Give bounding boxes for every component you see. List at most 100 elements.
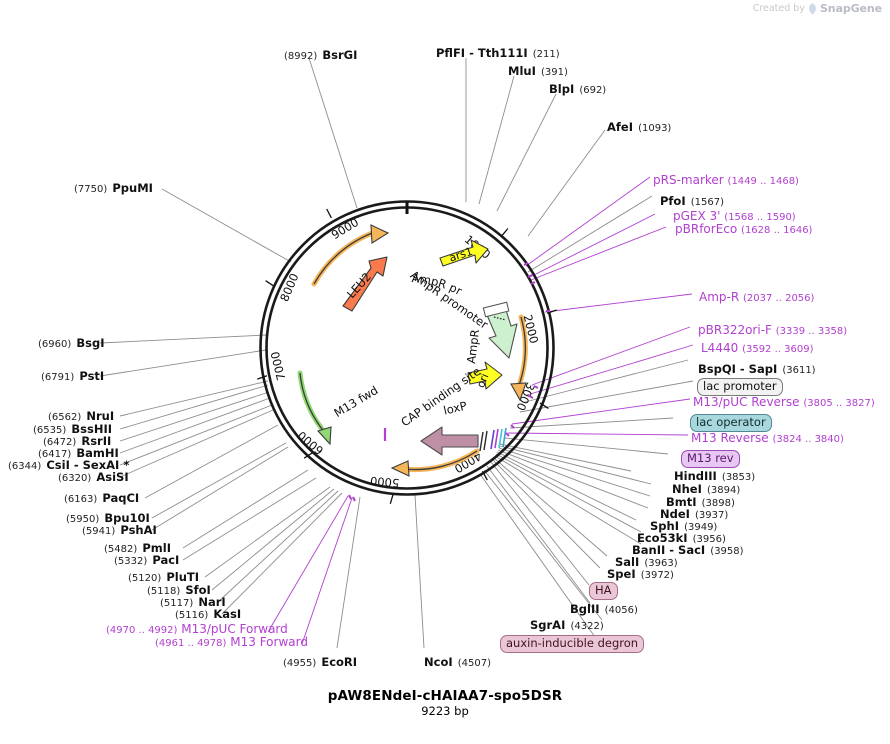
label-bamhi[interactable]: (6417) BamHI xyxy=(38,444,119,460)
label-paci[interactable]: (5332) PacI xyxy=(114,551,179,567)
label-banii-pos: (3958) xyxy=(710,546,744,557)
label-nrui[interactable]: (6562) NruI xyxy=(48,407,114,423)
label-m13-reverse[interactable]: M13 Reverse (3824 .. 3840) xyxy=(691,432,844,445)
label-sali[interactable]: SalI (3963) xyxy=(615,553,678,569)
label-blpi[interactable]: BlpI (692) xyxy=(549,80,606,96)
label-pshai[interactable]: (5941) PshAI xyxy=(82,521,157,537)
label-asisi[interactable]: (6320) AsiSI xyxy=(58,468,129,484)
label-paqci[interactable]: (6163) PaqCI xyxy=(64,489,139,505)
label-csii-pos: (6344) xyxy=(8,461,42,472)
label-ecori[interactable]: (4955) EcoRI xyxy=(283,653,357,669)
label-ndei[interactable]: NdeI (3937) xyxy=(660,505,728,521)
watermark-created-by: Created by xyxy=(752,3,805,14)
feature-loxp-bars xyxy=(479,427,507,452)
label-bspqi-pos: (3611) xyxy=(782,365,816,376)
label-pbr322ori-f[interactable]: pBR322ori-F (3339 .. 3358) xyxy=(698,324,847,337)
label-bsrgi-name: BsrGI xyxy=(322,48,358,62)
feature-leu2: LEU2 xyxy=(342,256,388,312)
label-m13puc-reverse[interactable]: M13/pUC Reverse (3805 .. 3827) xyxy=(693,396,875,409)
label-auxin-inducible-degron[interactable]: auxin-inducible degron xyxy=(500,634,645,653)
label-bsgi[interactable]: (6960) BsgI xyxy=(38,334,104,350)
label-banii-name: BanII - SacI xyxy=(632,543,706,557)
label-csii-sexai[interactable]: (6344) CsiI - SexAI * xyxy=(8,456,129,472)
label-bamhi-pos: (6417) xyxy=(38,449,72,460)
label-nari[interactable]: (5117) NarI xyxy=(160,593,226,609)
label-m13-forward[interactable]: (4961 .. 4978) M13 Forward xyxy=(155,636,308,649)
label-bspqi-sapi[interactable]: BspQI - SapI (3611) xyxy=(698,360,816,376)
label-banii-saci[interactable]: BanII - SacI (3958) xyxy=(632,541,744,557)
label-degron-box: auxin-inducible degron xyxy=(500,635,645,653)
label-ncoi[interactable]: NcoI (4507) xyxy=(424,653,491,669)
label-ncoi-name: NcoI xyxy=(424,655,453,669)
label-lac-promoter[interactable]: lac promoter xyxy=(697,377,783,396)
label-sgrai[interactable]: SgrAI (4322) xyxy=(530,616,604,632)
feature-ampr-promoter-text: AmpR promoter xyxy=(408,268,491,332)
label-pmli[interactable]: (5482) PmlI xyxy=(104,539,171,555)
label-l4440[interactable]: L4440 (3592 .. 3609) xyxy=(701,342,813,355)
label-ppumi[interactable]: (7750) PpuMI xyxy=(74,179,153,195)
label-amp-r[interactable]: Amp-R (2037 .. 2056) xyxy=(699,291,814,304)
label-psti[interactable]: (6791) PstI xyxy=(41,367,104,383)
label-nari-pos: (5117) xyxy=(160,598,194,609)
label-prs-marker-name: pRS-marker xyxy=(653,173,724,187)
label-bsshii-name: BssHII xyxy=(71,422,112,436)
label-mlui-name: MluI xyxy=(508,64,536,78)
leader-lines-right-primers xyxy=(507,176,694,436)
label-spei[interactable]: SpeI (3972) xyxy=(607,565,674,581)
label-pgex3[interactable]: pGEX 3' (1568 .. 1590) xyxy=(673,210,796,223)
label-spei-pos: (3972) xyxy=(640,570,674,581)
label-m13puc-forward[interactable]: (4970 .. 4992) M13/pUC Forward xyxy=(106,623,288,636)
label-lac-promoter-box: lac promoter xyxy=(697,378,783,396)
label-pshai-name: PshAI xyxy=(120,523,157,537)
label-hindiii-name: HindIII xyxy=(674,469,717,483)
label-lac-operator[interactable]: lac operator xyxy=(690,413,772,432)
label-blpi-name: BlpI xyxy=(549,82,575,96)
svg-text:5000: 5000 xyxy=(369,474,399,490)
label-bmti[interactable]: BmtI (3898) xyxy=(666,493,735,509)
feature-arc-orange-bottom xyxy=(390,448,480,477)
label-sphi-name: SphI xyxy=(650,519,679,533)
label-bpu10i-name: Bpu10I xyxy=(104,511,150,525)
label-pluti-name: PluTI xyxy=(166,570,200,584)
label-eco53ki[interactable]: Eco53kI (3956) xyxy=(637,529,726,545)
label-rsrii[interactable]: (6472) RsrII xyxy=(43,432,111,448)
label-m13-rev[interactable]: M13 rev xyxy=(681,449,740,468)
label-pfoi[interactable]: PfoI (1567) xyxy=(660,192,724,208)
label-nhei[interactable]: NheI (3894) xyxy=(672,480,740,496)
label-bpu10i[interactable]: (5950) Bpu10I xyxy=(66,509,150,525)
svg-text:AmpR: AmpR xyxy=(464,329,482,365)
ruler-labels: 1000 2000 3000 4000 5000 6000 7000 8000 … xyxy=(268,215,541,490)
label-pbr322ori-f-name: pBR322ori-F xyxy=(698,323,772,337)
label-afei[interactable]: AfeI (1093) xyxy=(607,118,671,134)
label-bsshii[interactable]: (6535) BssHII xyxy=(33,420,112,436)
label-bspqi-name: BspQI - SapI xyxy=(698,362,778,376)
label-pbr322ori-f-pos: (3339 .. 3358) xyxy=(775,326,848,337)
label-m13puc-forward-name: M13/pUC Forward xyxy=(181,622,288,636)
label-ha-box: HA xyxy=(589,582,618,600)
label-m13-reverse-pos: (3824 .. 3840) xyxy=(772,434,844,445)
label-bglii[interactable]: BglII (4056) xyxy=(570,600,638,616)
label-pluti[interactable]: (5120) PluTI xyxy=(128,568,199,584)
label-mlui[interactable]: MluI (391) xyxy=(508,62,568,78)
label-hindiii[interactable]: HindIII (3853) xyxy=(674,467,755,483)
label-bsshii-pos: (6535) xyxy=(33,425,67,436)
label-amp-r-pos: (2037 .. 2056) xyxy=(743,293,815,304)
label-prs-marker[interactable]: pRS-marker (1449 .. 1468) xyxy=(653,174,799,187)
label-kasi[interactable]: (5116) KasI xyxy=(175,605,241,621)
label-lac-operator-box: lac operator xyxy=(690,414,772,432)
label-nari-name: NarI xyxy=(198,595,226,609)
label-pmli-name: PmlI xyxy=(142,541,171,555)
label-ncoi-pos: (4507) xyxy=(457,658,491,669)
label-ha[interactable]: HA xyxy=(589,581,618,600)
label-sphi[interactable]: SphI (3949) xyxy=(650,517,717,533)
label-ecori-name: EcoRI xyxy=(321,655,358,669)
label-pflfi-tth111i[interactable]: PflFI - Tth111I (211) xyxy=(436,44,560,60)
label-bsrgi[interactable]: (8992) BsrGI xyxy=(284,46,357,62)
label-nhei-pos: (3894) xyxy=(706,485,741,496)
label-eco53ki-pos: (3956) xyxy=(692,534,726,545)
label-sfoi[interactable]: (5118) SfoI xyxy=(147,581,211,597)
feature-ars1: ars1 xyxy=(439,239,489,267)
label-m13-rev-box: M13 rev xyxy=(681,450,740,468)
label-pbrforeco[interactable]: pBRforEco (1628 .. 1646) xyxy=(675,223,812,236)
